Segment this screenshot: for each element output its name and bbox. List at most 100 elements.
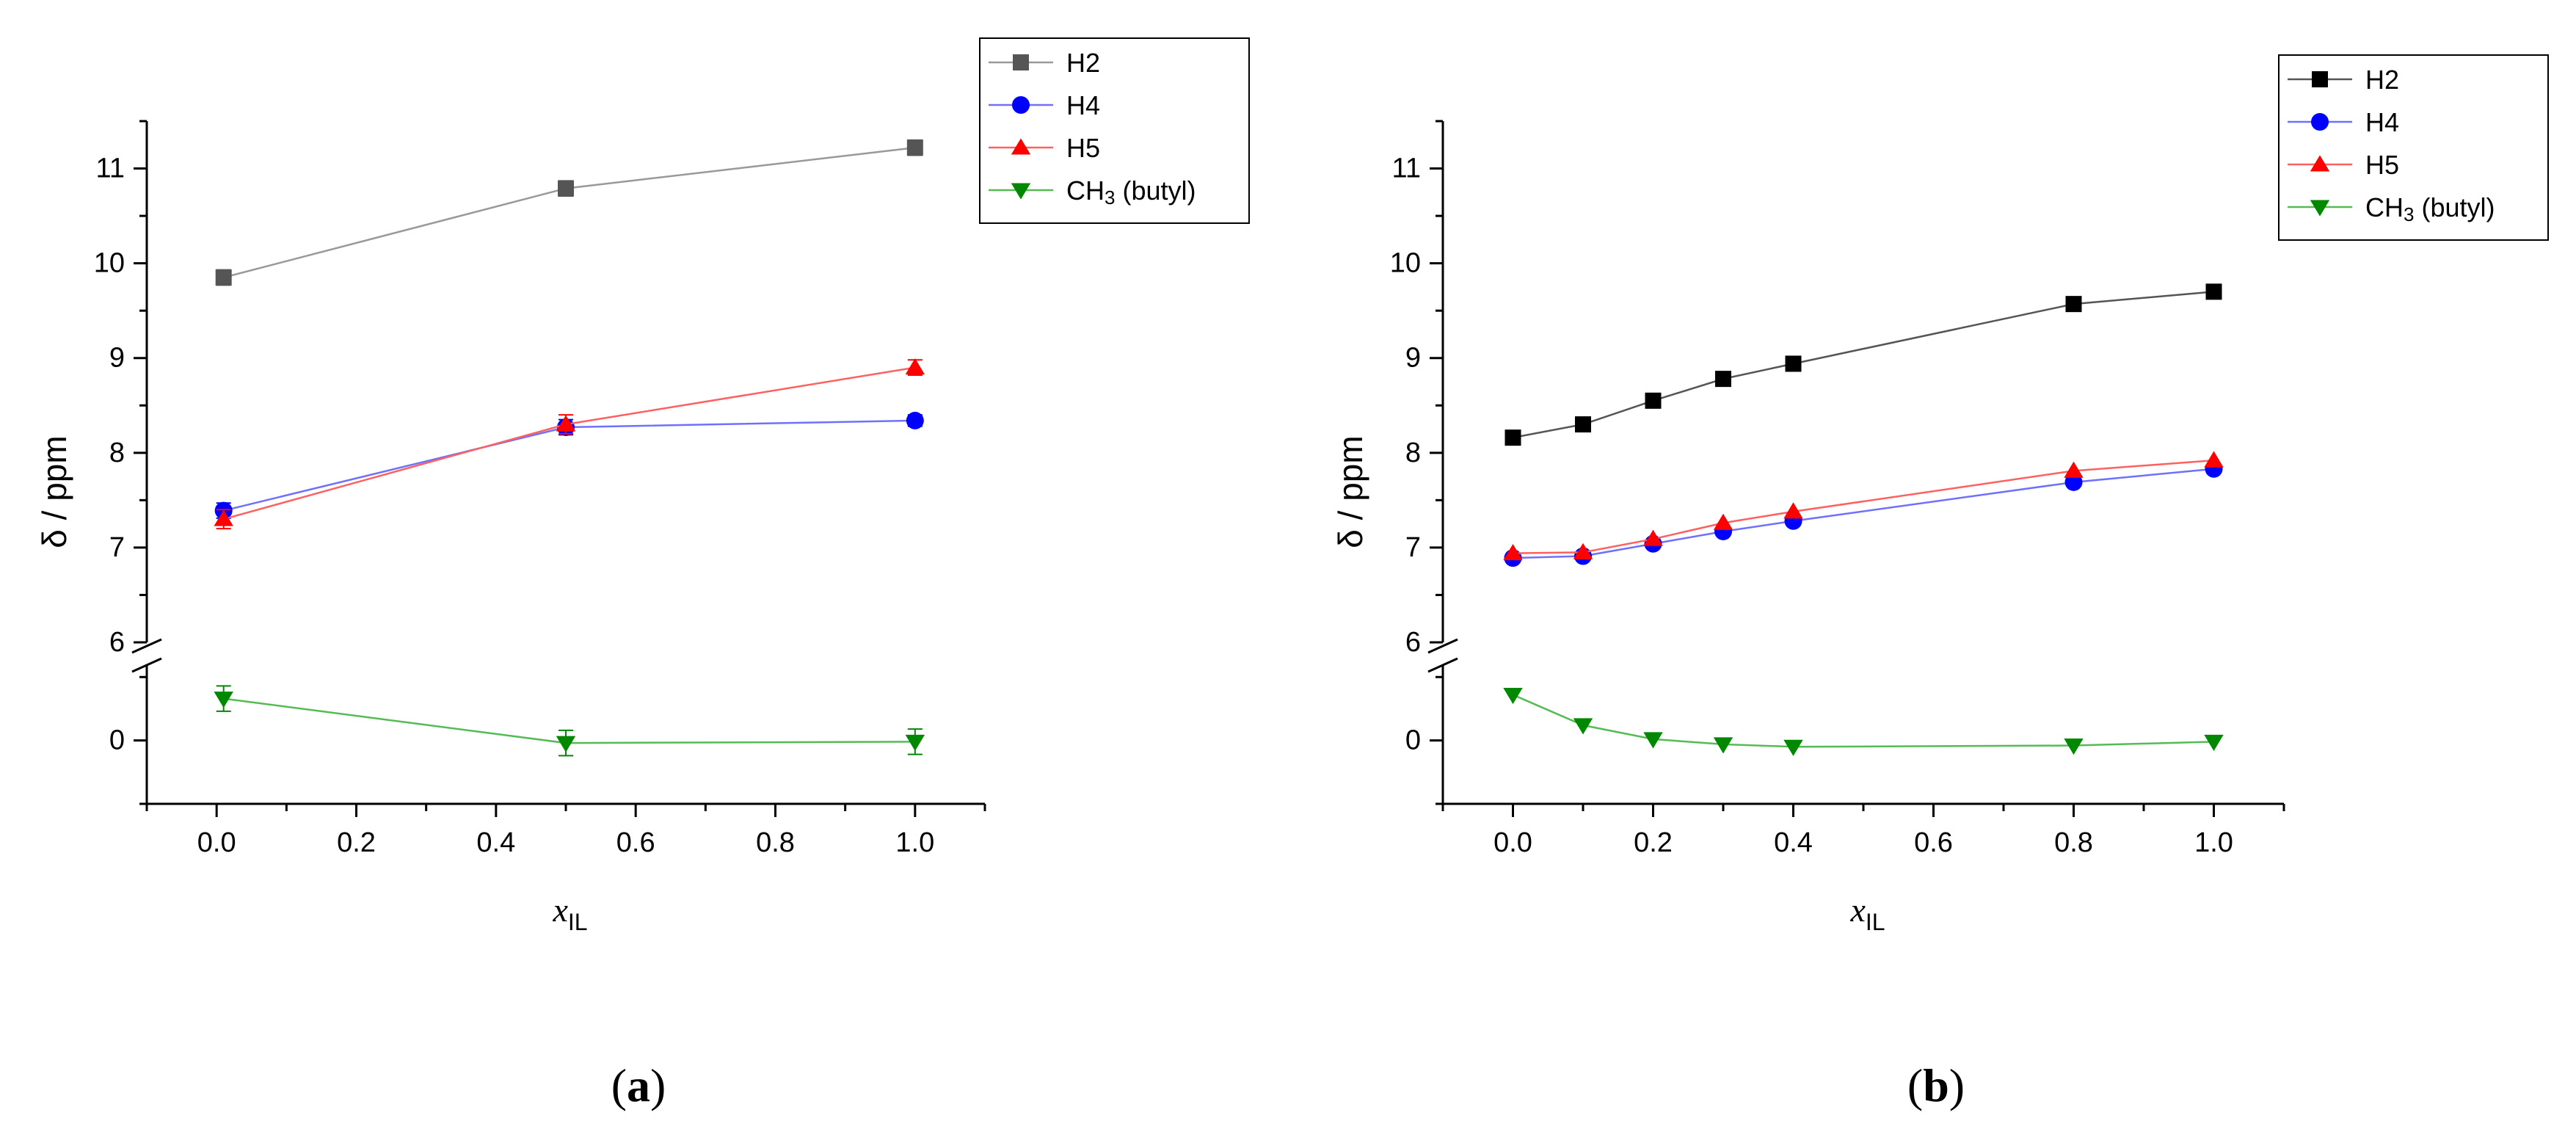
- legend-label: CH3 (butyl): [2365, 192, 2495, 226]
- legend-label-main: H5: [1066, 133, 1100, 163]
- data-point: [2204, 734, 2224, 752]
- legend-entry: CH3 (butyl): [2288, 192, 2495, 226]
- series-ch3: [214, 685, 925, 757]
- data-point: [1785, 355, 1802, 372]
- panel-label-close: ): [1949, 1059, 1965, 1111]
- x-tick-label: 0.2: [1634, 827, 1673, 858]
- x-axis-title-main: x: [552, 891, 568, 929]
- series-ch3: [1503, 687, 2224, 756]
- data-point: [215, 269, 232, 286]
- x-tick-label: 0.8: [2054, 827, 2093, 858]
- legend-marker: [1013, 54, 1029, 70]
- legend-entry: H5: [2288, 150, 2399, 180]
- data-point: [1503, 687, 1523, 705]
- data-point: [2064, 473, 2083, 491]
- legend-entry: H5: [989, 133, 1100, 163]
- data-point: [214, 509, 233, 526]
- data-point: [2064, 739, 2084, 755]
- data-point: [1503, 544, 1523, 561]
- legend-label: H5: [2365, 150, 2399, 180]
- legend-marker: [1012, 96, 1030, 114]
- legend-entry: H4: [2288, 107, 2399, 137]
- legend: H2 H4 H5 CH3 (butyl): [979, 37, 1250, 224]
- legend-marker: [2311, 113, 2329, 131]
- x-tick-label: 0.0: [197, 827, 236, 858]
- data-point: [556, 415, 576, 432]
- y-tick-label: 6: [109, 627, 125, 658]
- x-tick-label: 0.2: [337, 827, 376, 858]
- legend-label-main: H4: [2365, 107, 2399, 137]
- data-point: [214, 692, 233, 708]
- legend-entry: H2: [2288, 65, 2399, 95]
- legend-label-main: H5: [2365, 150, 2399, 180]
- panel-label-letter: b: [1923, 1059, 1949, 1111]
- series-line: [223, 146, 915, 279]
- x-axis-title: xIL: [552, 891, 587, 935]
- y-tick-label: 10: [1390, 248, 1421, 279]
- legend-marker: [2312, 71, 2328, 87]
- series-line: [1513, 459, 2214, 554]
- data-point: [2064, 461, 2084, 478]
- data-point: [905, 734, 925, 752]
- y-tick-label: 11: [1392, 153, 1421, 184]
- y-tick-label: 7: [1405, 532, 1421, 563]
- legend-label: H5: [1066, 133, 1100, 163]
- x-axis-title-main: x: [1849, 891, 1866, 929]
- legend-entry: H4: [989, 90, 1100, 120]
- series-h2: [1505, 283, 2222, 446]
- data-point: [1573, 718, 1593, 735]
- legend-label: H2: [1066, 48, 1100, 78]
- y-tick-label: 0: [109, 725, 125, 756]
- y-tick-label: 6: [1405, 627, 1421, 658]
- x-axis-title-subscript: IL: [568, 909, 588, 935]
- data-point: [1783, 739, 1803, 756]
- panel-label: (b): [1907, 1059, 1965, 1111]
- y-tick-label: 9: [109, 343, 125, 374]
- data-point: [1713, 737, 1733, 754]
- panel-label-close: ): [650, 1059, 666, 1111]
- legend-label-main: CH: [1066, 175, 1105, 206]
- series-h5: [214, 358, 925, 530]
- legend-label: CH3 (butyl): [1066, 175, 1196, 209]
- legend-entry: CH3 (butyl): [989, 175, 1196, 209]
- axis-break-mark: [1427, 657, 1458, 673]
- panel-label: (a): [611, 1059, 666, 1111]
- legend-label-subscript: 3: [2404, 203, 2414, 225]
- series-line: [1513, 694, 2214, 748]
- x-tick-label: 0.0: [1493, 827, 1532, 858]
- legend-label: H4: [1066, 90, 1100, 120]
- legend-marker: [2310, 200, 2330, 217]
- data-point: [1783, 502, 1803, 519]
- y-axis-title: δ / ppm: [1331, 435, 1369, 548]
- data-point: [556, 736, 576, 752]
- data-point: [906, 139, 923, 156]
- legend-label-main: H2: [1066, 48, 1100, 78]
- x-tick-label: 0.6: [616, 827, 655, 858]
- legend-entry: H2: [989, 48, 1100, 78]
- y-tick-label: 8: [1405, 438, 1421, 468]
- legend: H2 H4 H5 CH3 (butyl): [2278, 54, 2549, 241]
- legend-label-suffix: (butyl): [1115, 175, 1196, 206]
- data-point: [558, 180, 574, 197]
- data-point: [1713, 513, 1733, 530]
- x-tick-label: 0.4: [1774, 827, 1813, 858]
- data-point: [1505, 429, 1521, 446]
- y-tick-label: 9: [1405, 343, 1421, 374]
- legend-label-subscript: 3: [1105, 186, 1115, 208]
- panel-label-open: (: [611, 1059, 627, 1111]
- legend-label-main: H2: [2365, 65, 2399, 95]
- data-point: [906, 411, 924, 429]
- data-point: [2205, 283, 2222, 300]
- data-point: [2065, 296, 2082, 313]
- x-tick-label: 0.8: [756, 827, 795, 858]
- legend-label-suffix: (butyl): [2414, 192, 2495, 222]
- legend-marker: [1011, 138, 1031, 155]
- y-tick-label: 8: [109, 438, 125, 468]
- y-tick-label: 10: [94, 248, 125, 279]
- y-tick-label: 7: [109, 532, 125, 563]
- legend-label: H4: [2365, 107, 2399, 137]
- series-line: [223, 366, 916, 520]
